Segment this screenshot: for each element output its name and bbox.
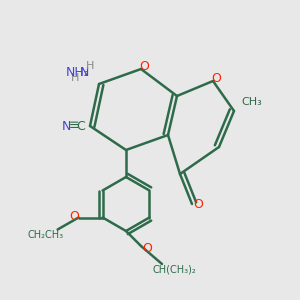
Text: NH₂: NH₂: [66, 65, 90, 79]
Text: O: O: [211, 71, 221, 85]
Text: O: O: [193, 197, 203, 211]
Text: C: C: [76, 119, 85, 133]
Text: ≡: ≡: [68, 119, 79, 133]
Text: O: O: [69, 209, 79, 223]
Text: CH(CH₃)₂: CH(CH₃)₂: [152, 265, 196, 275]
Text: H: H: [86, 61, 94, 71]
Text: CH₂CH₃: CH₂CH₃: [28, 230, 64, 241]
Text: CH₃: CH₃: [242, 97, 262, 107]
Text: O: O: [142, 242, 152, 256]
Text: N: N: [61, 119, 71, 133]
Text: N: N: [79, 65, 89, 79]
Text: H: H: [71, 73, 79, 83]
Text: O: O: [139, 59, 149, 73]
